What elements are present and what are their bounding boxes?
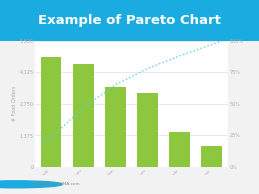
Bar xyxy=(41,57,61,167)
Text: Example of Pareto Chart: Example of Pareto Chart xyxy=(38,14,221,27)
Bar xyxy=(202,146,222,167)
Text: GOLEANSIXSIGMA.com: GOLEANSIXSIGMA.com xyxy=(31,182,81,186)
Bar xyxy=(169,133,190,167)
Bar xyxy=(73,64,94,167)
Bar xyxy=(105,87,126,167)
Circle shape xyxy=(0,181,62,188)
Y-axis label: # Food Orders: # Food Orders xyxy=(12,86,17,121)
Bar xyxy=(137,94,158,167)
